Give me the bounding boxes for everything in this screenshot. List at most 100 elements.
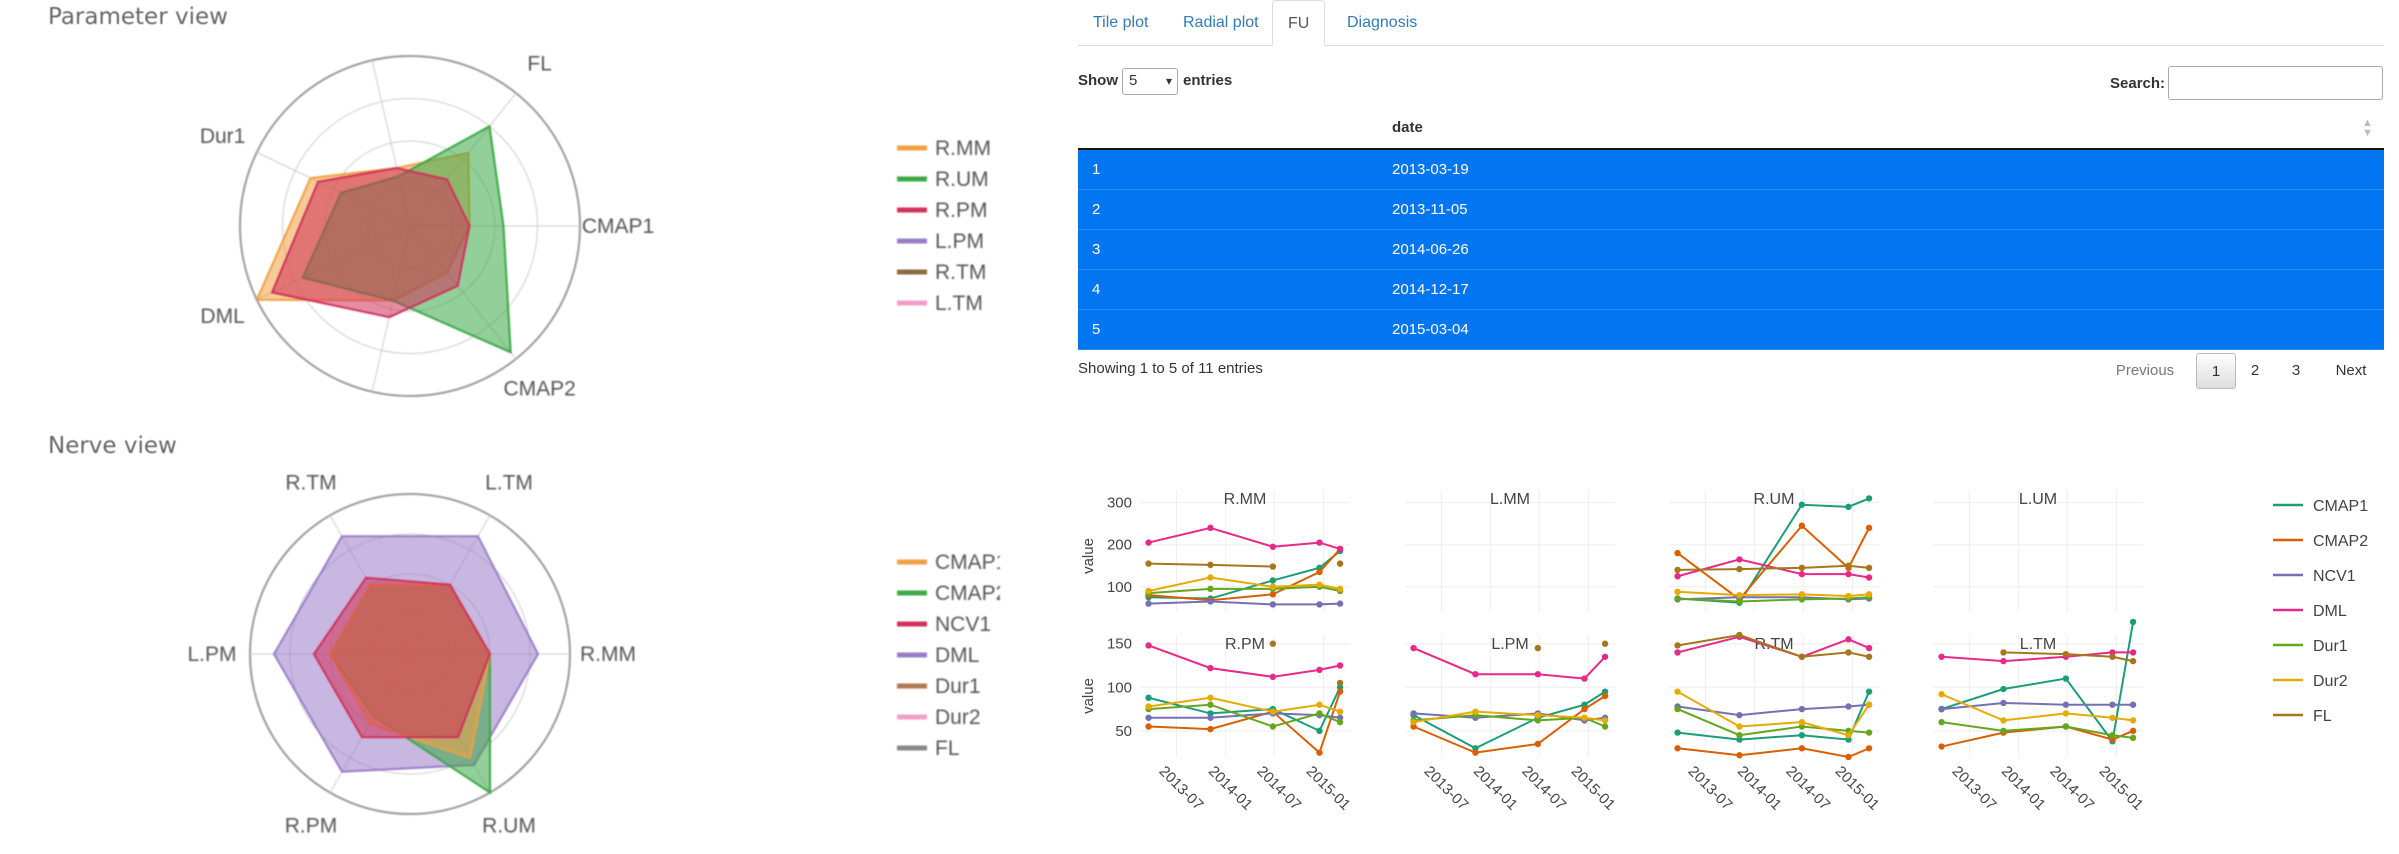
tab-fu[interactable]: FU	[1272, 0, 1326, 46]
radar-axis-label: R.UM	[482, 814, 536, 837]
table-header-divider	[1078, 148, 2384, 150]
row-date: 2013-03-19	[1392, 161, 1469, 178]
series-line	[1677, 633, 1870, 658]
data-point	[1938, 653, 1945, 660]
data-point	[2129, 657, 2137, 665]
table-row[interactable]: 5 2015-03-04	[1078, 310, 2384, 350]
table-row[interactable]: 3 2014-06-26	[1078, 230, 2384, 270]
series-line	[1148, 600, 1341, 606]
data-point	[1336, 585, 1344, 593]
x-tick-label: 2013-07	[1949, 763, 2000, 814]
legend-label: L.TM	[935, 292, 983, 315]
series-line	[2003, 651, 2134, 663]
series-line	[1148, 526, 1341, 550]
table-info: Showing 1 to 5 of 11 entries	[1078, 360, 1263, 377]
tab-bar: Tile plot Radial plot FU Diagnosis	[1078, 0, 2384, 46]
pagination-previous[interactable]: Previous	[2115, 362, 2175, 379]
panel-title: R.UM	[1754, 491, 1795, 508]
x-tick-label: 2014-01	[1734, 763, 1785, 814]
legend-label: DML	[935, 644, 979, 667]
legend-label: FL	[935, 737, 960, 760]
series-line	[1148, 703, 1341, 728]
panel-title: R.MM	[1224, 491, 1267, 508]
table-row[interactable]: 2 2013-11-05	[1078, 190, 2384, 230]
search-input[interactable]	[2168, 66, 2383, 100]
series-line	[1148, 686, 1341, 733]
y-tick-label: 100	[1107, 579, 1132, 596]
row-date: 2013-11-05	[1392, 201, 1468, 218]
data-point	[1336, 688, 1344, 695]
radar-axis-label: L.TM	[485, 472, 533, 495]
y-tick-label: 200	[1107, 537, 1132, 554]
fu-line-chart: 100 200 300 R.MM L.MM R.UM L.UM 50 100 150 R.PM L.P…	[1080, 490, 2368, 814]
data-point	[1601, 640, 1609, 647]
tab-tile-plot[interactable]: Tile plot	[1093, 14, 1149, 31]
legend-label: R.MM	[935, 137, 991, 160]
radar-axis-label: R.MM	[580, 643, 636, 666]
legend-label: R.UM	[935, 168, 989, 191]
radar-axis-label: R.PM	[285, 814, 338, 837]
legend-label: R.PM	[935, 199, 988, 222]
series-line	[1677, 564, 1870, 571]
panel-title: L.UM	[2019, 491, 2057, 508]
legend-label: Dur1	[935, 675, 981, 698]
pagination-page-2[interactable]: 2	[2250, 362, 2260, 379]
y-axis-label: value	[1080, 538, 1097, 574]
pagination-next[interactable]: Next	[2335, 362, 2367, 379]
series-line	[1148, 691, 1342, 755]
row-index: 3	[1092, 241, 1101, 258]
row-date: 2015-03-04	[1392, 321, 1469, 338]
data-point	[1865, 564, 1873, 572]
legend-label: FL	[2313, 708, 2332, 725]
series-line	[1677, 590, 1870, 598]
entries-label: entries	[1183, 72, 1233, 89]
series-line	[1148, 696, 1341, 713]
column-header-date[interactable]: date	[1392, 119, 1423, 136]
data-point	[1865, 729, 1873, 736]
page-size-select[interactable]: 5 ▾	[1122, 68, 1178, 95]
table-row[interactable]: 1 2013-03-19	[1078, 150, 2384, 190]
series-line	[1677, 596, 1870, 603]
series-line	[1676, 524, 1870, 601]
panel-title: R.TM	[1754, 636, 1793, 653]
data-point	[1938, 718, 1945, 726]
series-line	[1941, 621, 2135, 744]
legend-label: CMAP1	[2313, 498, 2368, 515]
y-tick-label: 300	[1107, 495, 1132, 512]
data-point	[2129, 649, 2137, 656]
legend-label: L.PM	[935, 230, 984, 253]
series-line	[1677, 708, 1870, 737]
data-point	[1865, 591, 1873, 598]
y-tick-label: 150	[1107, 636, 1132, 653]
tab-radial-plot[interactable]: Radial plot	[1183, 14, 1259, 31]
data-point	[1269, 640, 1277, 647]
data-point	[1336, 600, 1344, 607]
table-row[interactable]: 4 2014-12-17	[1078, 270, 2384, 310]
x-tick-label: 2014-07	[1782, 763, 1833, 814]
series-line	[1677, 747, 1870, 759]
series-line	[1148, 562, 1273, 568]
pagination-page-1[interactable]: 1	[2196, 353, 2236, 389]
x-tick-label: 2014-01	[1998, 763, 2049, 814]
row-index: 1	[1092, 161, 1101, 178]
row-index: 5	[1092, 321, 1101, 338]
legend-label: CMAP2	[2313, 533, 2368, 550]
row-date: 2014-06-26	[1392, 241, 1469, 258]
row-index: 4	[1092, 281, 1101, 298]
data-point	[1674, 642, 1681, 649]
series-line	[1677, 558, 1870, 579]
y-tick-label: 50	[1115, 723, 1132, 740]
tab-diagnosis[interactable]: Diagnosis	[1347, 14, 1418, 31]
legend-label: CMAP1	[935, 551, 1000, 574]
x-tick-label: 2014-01	[1205, 763, 1256, 814]
pagination-page-3[interactable]: 3	[2291, 362, 2301, 379]
radar-axis-label: CMAP1	[582, 215, 654, 238]
data-point	[1336, 560, 1344, 567]
data-point	[1938, 705, 1945, 713]
x-tick-label: 2013-07	[1685, 763, 1736, 814]
data-point	[2000, 649, 2007, 656]
sort-icon[interactable]: ▲ ▼	[2362, 117, 2373, 139]
panel-title: R.PM	[1225, 636, 1265, 653]
parameter-radar-chart: CMAP1CMAP2NCV1DMLDur1Dur2FLR.MMR.UMR.PML…	[200, 52, 991, 400]
data-point	[2129, 717, 2137, 724]
